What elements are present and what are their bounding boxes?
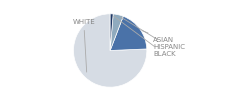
Text: WHITE: WHITE [72, 19, 95, 72]
Wedge shape [110, 14, 113, 50]
Text: ASIAN: ASIAN [142, 30, 174, 42]
Text: HISPANIC: HISPANIC [120, 17, 186, 50]
Wedge shape [73, 14, 147, 87]
Wedge shape [110, 14, 123, 50]
Wedge shape [110, 16, 147, 50]
Text: BLACK: BLACK [114, 16, 176, 57]
